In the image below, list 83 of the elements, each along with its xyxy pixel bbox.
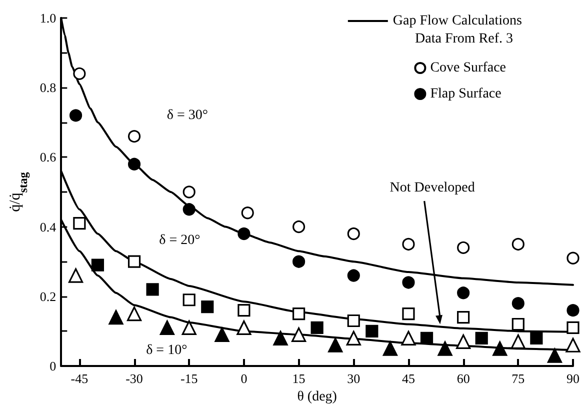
legend-label: Gap Flow Calculations xyxy=(392,14,522,28)
x-tick-label: -15 xyxy=(180,371,198,386)
point xyxy=(402,238,415,250)
point xyxy=(346,330,361,346)
point xyxy=(492,341,508,356)
annotation: δ = 30° xyxy=(166,108,208,123)
point xyxy=(126,306,142,322)
legend-title: Data From Ref. 3 xyxy=(415,32,514,46)
x-tick-label: 0 xyxy=(240,371,248,386)
point xyxy=(108,310,124,325)
point xyxy=(347,227,360,240)
point xyxy=(128,255,141,268)
point xyxy=(182,294,196,306)
point xyxy=(510,334,526,349)
point xyxy=(291,327,306,342)
x-tick-label: 30 xyxy=(347,371,360,386)
point xyxy=(456,334,471,349)
point xyxy=(69,109,82,122)
point xyxy=(547,348,562,363)
x-tick-label: -45 xyxy=(70,371,88,386)
point xyxy=(146,283,159,296)
point xyxy=(292,220,306,234)
point xyxy=(73,217,86,230)
point xyxy=(566,338,580,352)
point xyxy=(420,332,434,344)
legend-label: Flap Surface xyxy=(430,86,502,102)
point xyxy=(328,338,343,352)
y-tick-label: 0.8 xyxy=(40,80,56,96)
point xyxy=(401,330,416,346)
point xyxy=(214,327,230,342)
point xyxy=(566,321,580,334)
legend-label: Cove Surface xyxy=(430,60,506,76)
point xyxy=(512,297,524,310)
point xyxy=(566,304,580,317)
point xyxy=(128,130,141,143)
point xyxy=(236,320,252,336)
point xyxy=(566,252,580,264)
point xyxy=(68,268,84,283)
point xyxy=(160,320,174,336)
point xyxy=(182,203,196,216)
x-tick-label: 60 xyxy=(456,371,470,386)
point xyxy=(347,269,360,282)
point xyxy=(347,314,360,328)
point xyxy=(182,186,196,198)
point xyxy=(73,67,86,80)
point xyxy=(201,300,214,314)
x-tick-label: 15 xyxy=(292,371,306,386)
point xyxy=(238,304,250,317)
point xyxy=(366,324,378,338)
y-tick-label: 0.4 xyxy=(40,219,57,234)
x-axis-title: θ (deg) xyxy=(297,390,338,404)
point xyxy=(241,206,254,220)
x-tick-label: 45 xyxy=(402,371,415,386)
point xyxy=(292,255,306,268)
point xyxy=(128,158,141,170)
point xyxy=(238,227,250,240)
x-tick-label: 90 xyxy=(566,371,580,386)
point xyxy=(457,241,470,254)
y-tick-label: 0.2 xyxy=(40,288,56,304)
annotation: δ = 10° xyxy=(146,342,188,358)
point xyxy=(382,341,398,356)
point xyxy=(512,318,524,331)
point xyxy=(512,238,524,250)
point xyxy=(402,308,415,320)
point xyxy=(457,286,470,300)
point xyxy=(530,332,543,344)
point xyxy=(91,258,104,272)
annotation: δ = 20° xyxy=(159,233,200,248)
x-tick-label: 75 xyxy=(512,371,525,386)
point xyxy=(475,332,488,344)
point xyxy=(273,330,288,346)
y-tick-label: 1.0 xyxy=(40,10,56,26)
point xyxy=(457,310,470,324)
point xyxy=(182,320,196,336)
point xyxy=(310,321,324,334)
point xyxy=(402,276,415,289)
y-tick-label: 0.6 xyxy=(40,150,57,165)
y-tick-label: 0 xyxy=(50,358,56,374)
annotation: Not Developed xyxy=(390,180,475,196)
x-tick-label: -30 xyxy=(126,371,143,386)
y-axis-title: q̇/q̇stag xyxy=(8,172,30,212)
point xyxy=(438,341,452,356)
point xyxy=(292,308,306,320)
